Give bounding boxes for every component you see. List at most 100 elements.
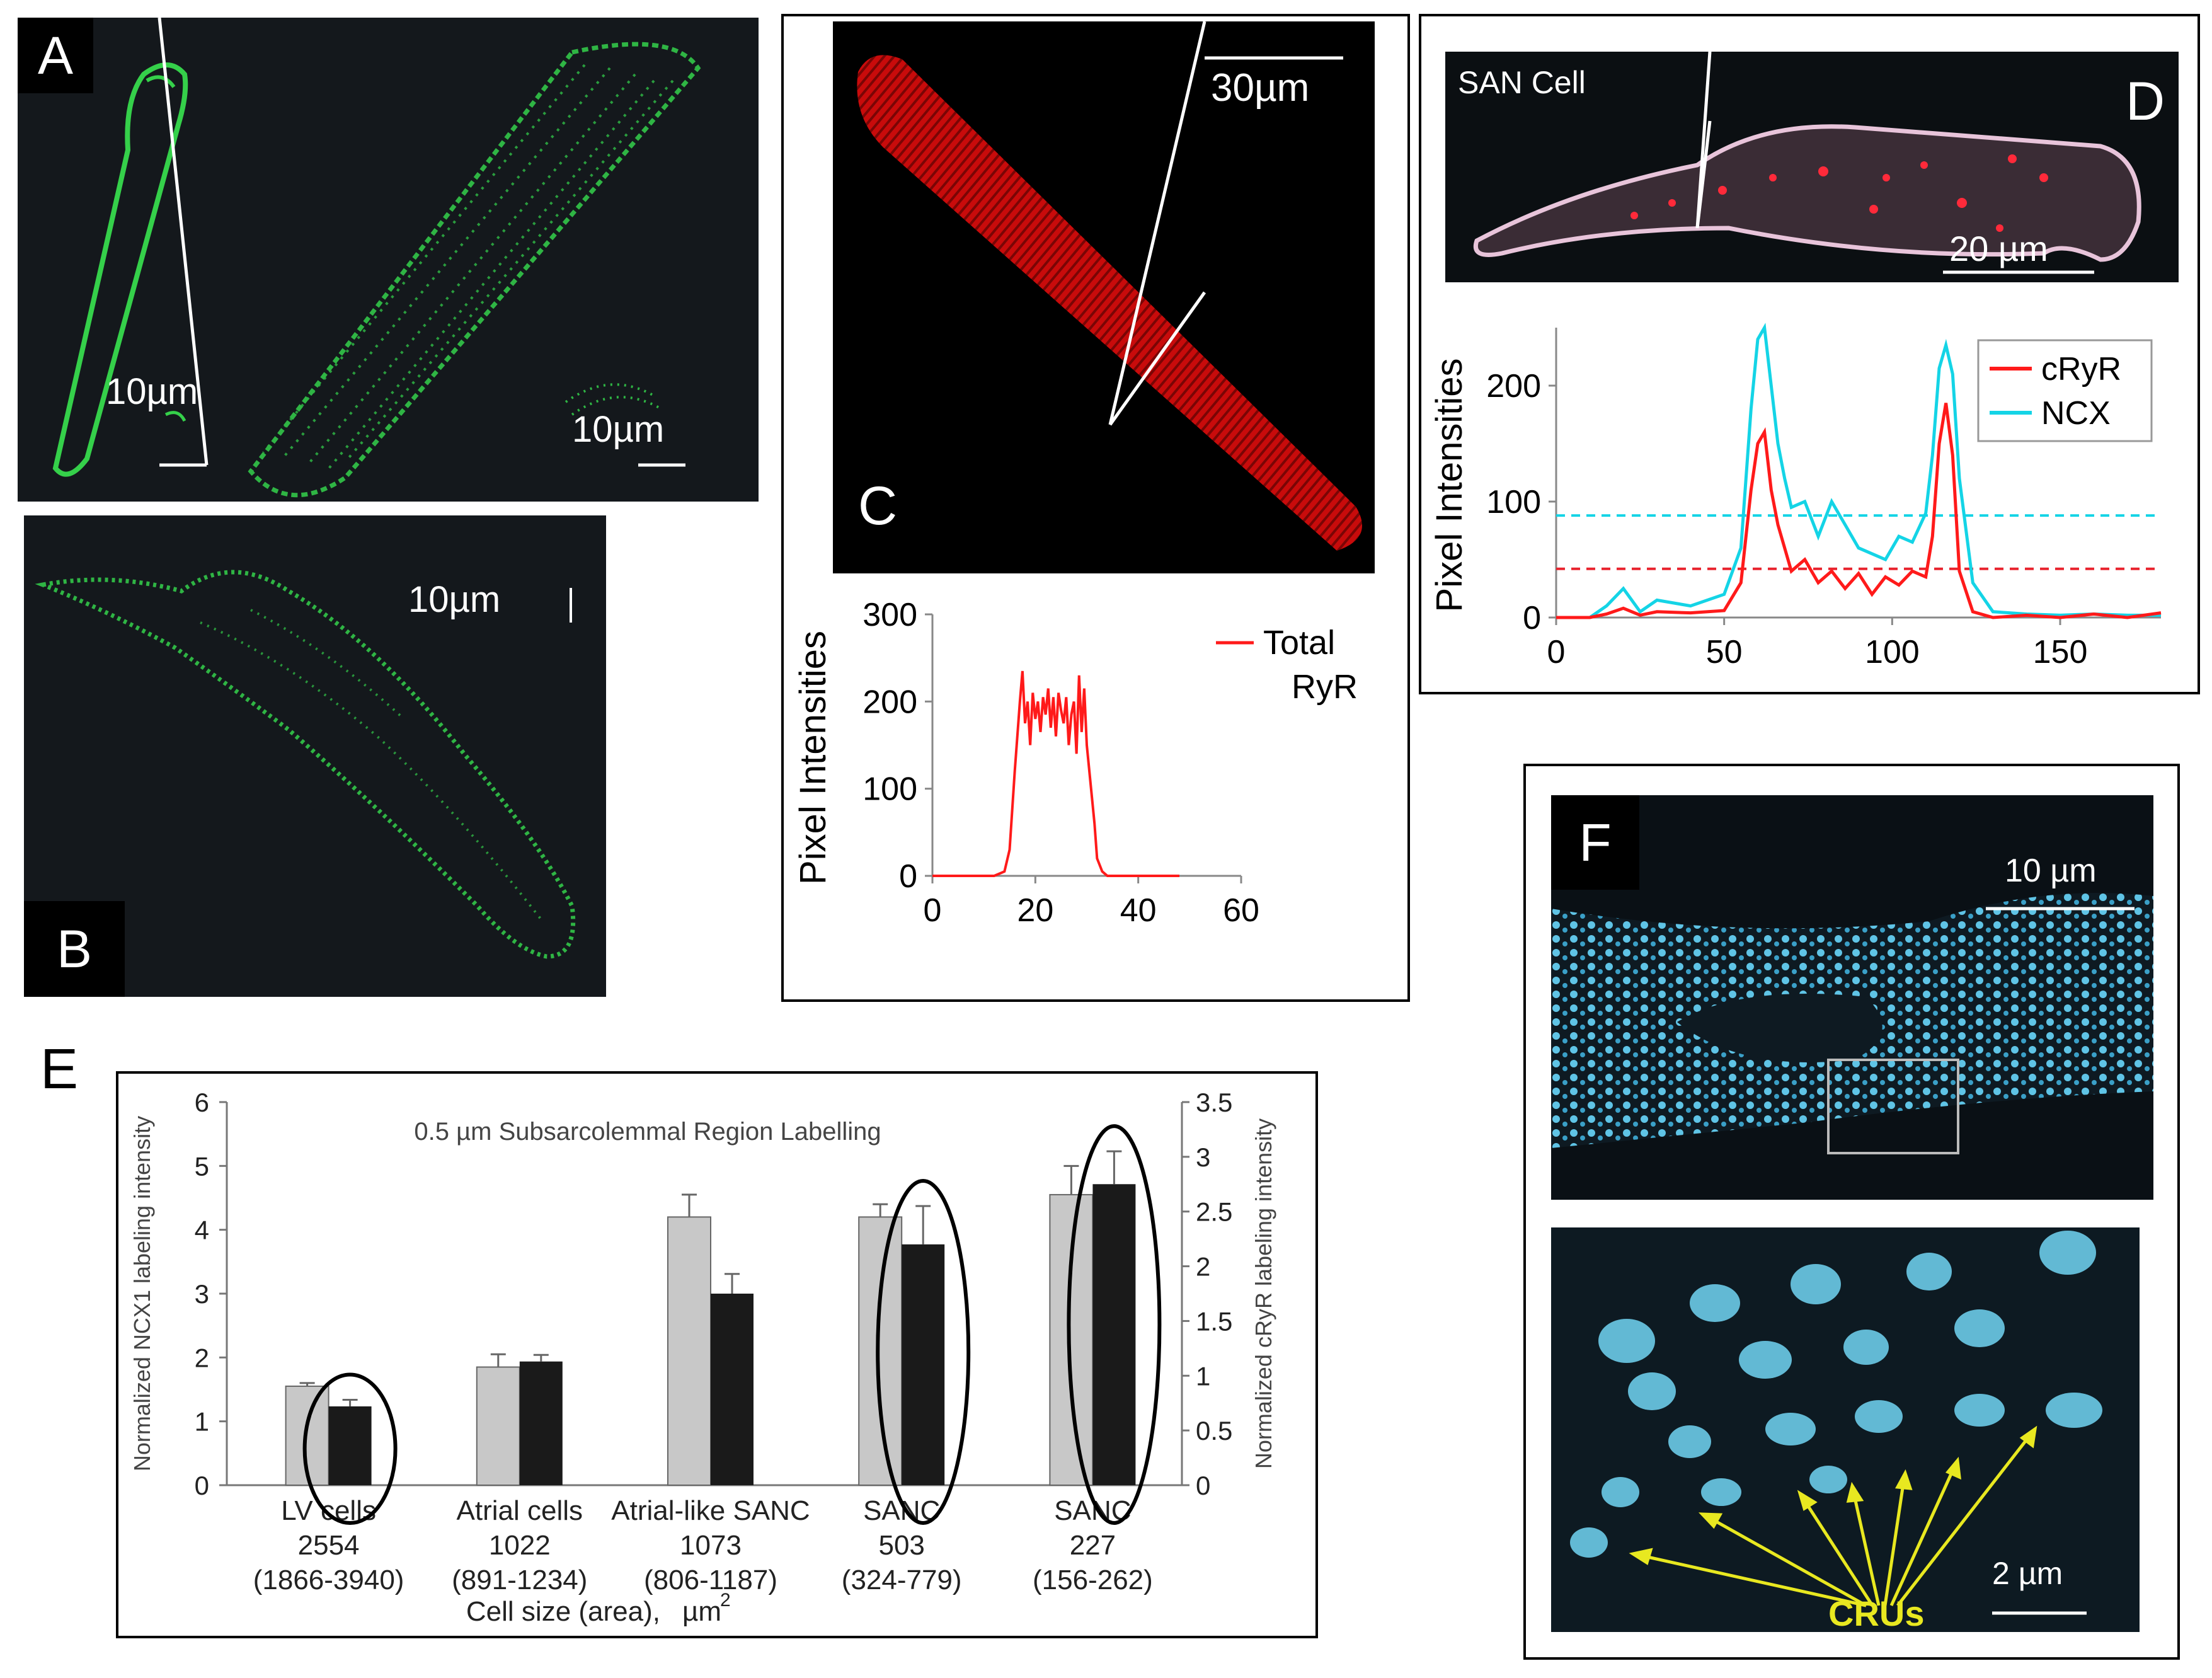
panel-c-y-axis-title: Pixel Intensities [793, 631, 834, 885]
panel-e-bar-ncx1 [1049, 1193, 1094, 1486]
panel-c-x-tick-label: 20 [1017, 892, 1053, 929]
panel-c-series-line [932, 670, 1179, 877]
panel-e-right-tick-label: 0.5 [1196, 1416, 1232, 1445]
panel-d-micrograph [1474, 52, 2141, 274]
panel-d-legend-label: cRyR [2041, 351, 2121, 388]
panel-e-right-tick-label: 1.5 [1196, 1306, 1232, 1336]
panel-d-y-tick-label: 0 [1523, 600, 1541, 636]
panel-b-micrograph [35, 570, 576, 959]
panel-e-bar-cryr [711, 1294, 754, 1485]
panel-e-category-label: Atrial cells [457, 1495, 583, 1526]
panel-d-frame [1419, 14, 2200, 694]
panel-e-category-size: 503 [878, 1530, 924, 1561]
panel-f-crus-label: CRUs [1828, 1594, 1925, 1632]
panel-e-left-tick-label: 4 [195, 1215, 209, 1245]
panel-c-image: 30µm C [833, 21, 1375, 573]
panel-e-category-size: 2554 [298, 1530, 360, 1561]
panel-c-frame [781, 14, 1410, 1002]
panel-c-y-tick-label: 300 [862, 597, 917, 633]
panel-e-bar-cryr [519, 1361, 563, 1485]
panel-f-bottom-image: CRUs 2 µm [1551, 1227, 2140, 1632]
panel-e-chart: 0 1 2 3 4 5 6 0 0.5 1 1.5 2 2.5 3 3.5 Normalized NCX1 l… [129, 1088, 1276, 1627]
panel-e-right-tick-label: 0 [1196, 1471, 1210, 1500]
panel-c-scale-label: 30µm [1211, 66, 1310, 110]
panel-d-y-tick-label: 200 [1486, 368, 1541, 405]
panel-e-left-tick-label: 5 [195, 1151, 209, 1181]
panel-f-label: F [1551, 795, 1639, 890]
panel-b-scale-label: 10µm [408, 579, 501, 620]
panel-c-micrograph [857, 21, 1362, 551]
panel-e-left-tick-label: 6 [195, 1088, 209, 1117]
panel-e-right-tick-label: 2 [1196, 1252, 1210, 1282]
panel-f-bottom-micrograph [1570, 1231, 2102, 1615]
panel-e-bar-cryr [328, 1406, 372, 1485]
panel-d-label: D [2126, 71, 2165, 132]
panel-e-bar-ncx1 [476, 1366, 520, 1486]
panel-e-x-axis-title: Cell size (area), [466, 1596, 660, 1627]
panel-e-right-tick-label: 3 [1196, 1142, 1210, 1172]
panel-c-y-tick-label: 0 [899, 858, 917, 895]
panel-a-scale-label-2: 10µm [572, 409, 665, 450]
panel-e-category-label: Atrial-like SANC [611, 1495, 810, 1526]
panel-c-y-tick-label: 200 [862, 684, 917, 720]
panel-d-scale-label: 20 µm [1949, 229, 2048, 268]
panel-f-frame [1523, 764, 2180, 1660]
panel-c-legend-label-2: RyR [1292, 668, 1358, 706]
panel-e-right-tick-label: 3.5 [1196, 1088, 1232, 1117]
panel-e-category-range: (891-1234) [452, 1565, 587, 1595]
panel-d-legend-box [1977, 339, 2153, 442]
panel-e-frame [116, 1071, 1318, 1638]
panel-d-image-title: SAN Cell [1458, 65, 1586, 100]
panel-e-left-tick-label: 3 [195, 1279, 209, 1309]
panel-e-bar-cryr [1092, 1184, 1136, 1485]
panel-e-x-axis-unit: µm [682, 1596, 721, 1627]
panel-e-highlight-ellipse [1067, 1124, 1162, 1525]
panel-f-top-image: F 10 µm [1551, 795, 2153, 1200]
panel-e-category-size: 1073 [680, 1530, 742, 1561]
panel-d-x-tick-label: 0 [1547, 634, 1566, 670]
panel-e-left-axis-title: Normalized NCX1 labeling intensity [129, 1116, 155, 1471]
panel-d-legend-label: NCX [2041, 395, 2111, 432]
panel-e-category-size: 227 [1070, 1530, 1116, 1561]
panel-e-right-axis-title: Normalized cRyR labeling intensity [1251, 1118, 1276, 1469]
panel-e-left-tick-label: 1 [195, 1407, 209, 1437]
panel-e-right-tick-label: 2.5 [1196, 1197, 1232, 1227]
panel-e-left-tick-label: 2 [195, 1343, 209, 1372]
panel-e-category-range: (324-779) [842, 1565, 962, 1595]
panel-c-x-tick-label: 60 [1223, 892, 1259, 929]
panel-d-x-tick-label: 150 [2033, 634, 2088, 670]
panel-e-bar-ncx1 [667, 1216, 711, 1486]
panel-c-chart: 0 100 200 300 0 20 40 60 Pixel Intensities Total R… [793, 597, 1358, 929]
panel-d-chart: 0 100 200 0 50 100 150 Pixel Intensities cRyR NCX [1429, 323, 2162, 670]
panel-e-right-tick-label: 1 [1196, 1361, 1210, 1391]
panel-f-top-micrograph [1551, 893, 2153, 1154]
panel-e-category-range: (1866-3940) [253, 1565, 404, 1595]
panel-f-scale-top-label: 10 µm [2005, 853, 2097, 889]
panel-d-x-tick-label: 50 [1706, 634, 1743, 670]
panel-e-bar-ncx1 [858, 1216, 903, 1486]
panel-f-scale-bottom-label: 2 µm [1992, 1556, 2063, 1591]
panel-c-x-tick-label: 40 [1120, 892, 1157, 929]
panel-d-image: SAN Cell 20 µm D [1445, 52, 2179, 282]
panel-d-x-tick-label: 100 [1865, 634, 1920, 670]
panel-e-left-tick-label: 0 [195, 1471, 209, 1500]
panel-b-label: B [24, 901, 125, 997]
panel-c-label: C [858, 476, 898, 536]
panel-e-category-range: (806-1187) [644, 1565, 777, 1595]
panel-d-series-line [1556, 403, 2162, 619]
panel-e-bar-cryr [902, 1244, 945, 1485]
panel-d-y-tick-label: 100 [1486, 484, 1541, 520]
panel-e-chart-title: 0.5 µm Subsarcolemmal Region Labelling [414, 1118, 881, 1146]
panel-a-label: A [18, 18, 93, 93]
panel-e-category-range: (156-262) [1033, 1565, 1153, 1595]
panel-d-y-axis-title: Pixel Intensities [1429, 359, 1470, 612]
panel-a-scale-label-1: 10µm [106, 371, 198, 412]
panel-d-series-line [1556, 323, 2161, 619]
panel-e-x-axis-unit-sup: 2 [720, 1590, 731, 1611]
panel-a-micrograph [52, 18, 701, 498]
panel-c-y-tick-label: 100 [862, 771, 917, 808]
panel-c-x-tick-label: 0 [924, 892, 942, 929]
panel-e-highlight-ellipse [302, 1372, 398, 1525]
panel-e-category-size: 1022 [489, 1530, 551, 1561]
panel-e-label: E [40, 1038, 79, 1101]
